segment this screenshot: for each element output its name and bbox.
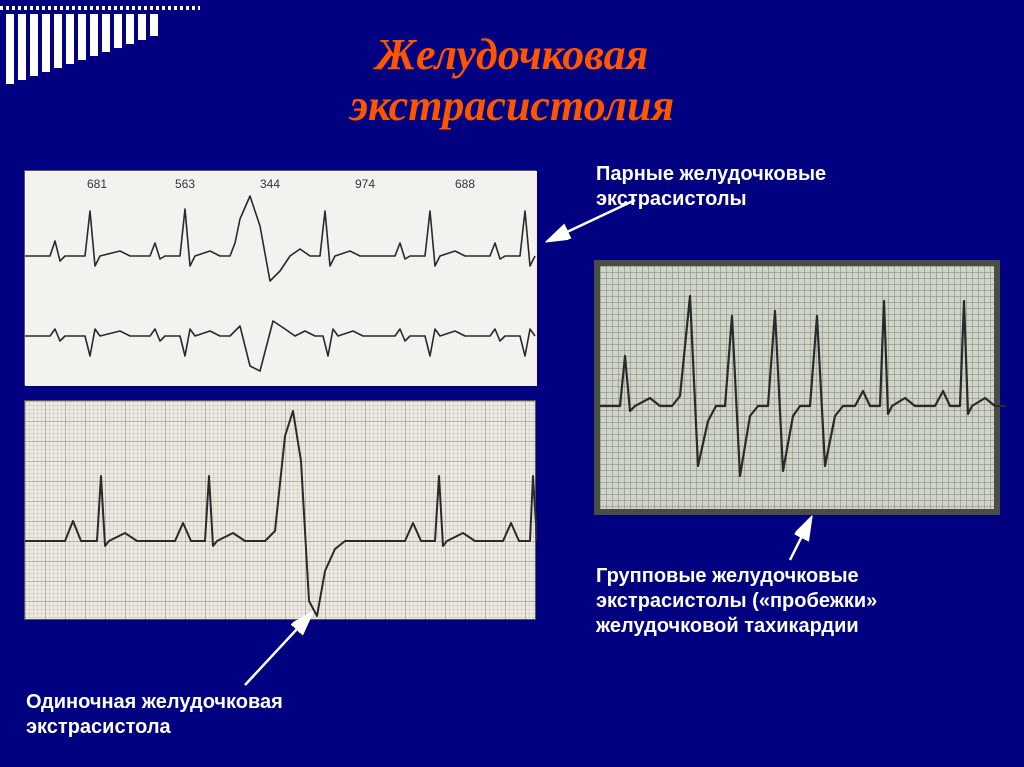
interval-number: 344	[260, 177, 280, 191]
title-line-2: экстрасистолия	[350, 81, 674, 130]
label-single: Одиночная желудочковаяэкстрасистола	[26, 690, 283, 740]
ecg-trace-group	[600, 266, 1006, 521]
ecg-trace-single	[25, 401, 537, 621]
ecg-trace-paired	[25, 171, 537, 386]
ecg-panel-group	[594, 260, 1000, 515]
label-group: Групповые желудочковыеэкстрасистолы («пр…	[596, 564, 877, 639]
interval-number: 681	[87, 177, 107, 191]
interval-number: 688	[455, 177, 475, 191]
ecg-panel-paired: 681 563 344 974 688	[24, 170, 536, 385]
title-line-1: Желудочковая	[376, 30, 649, 79]
interval-number: 563	[175, 177, 195, 191]
label-paired: Парные желудочковыеэкстрасистолы	[596, 162, 826, 212]
decor-line	[0, 6, 200, 10]
slide-title: Желудочковая экстрасистолия	[0, 30, 1024, 131]
interval-number: 974	[355, 177, 375, 191]
ecg-panel-single	[24, 400, 536, 620]
